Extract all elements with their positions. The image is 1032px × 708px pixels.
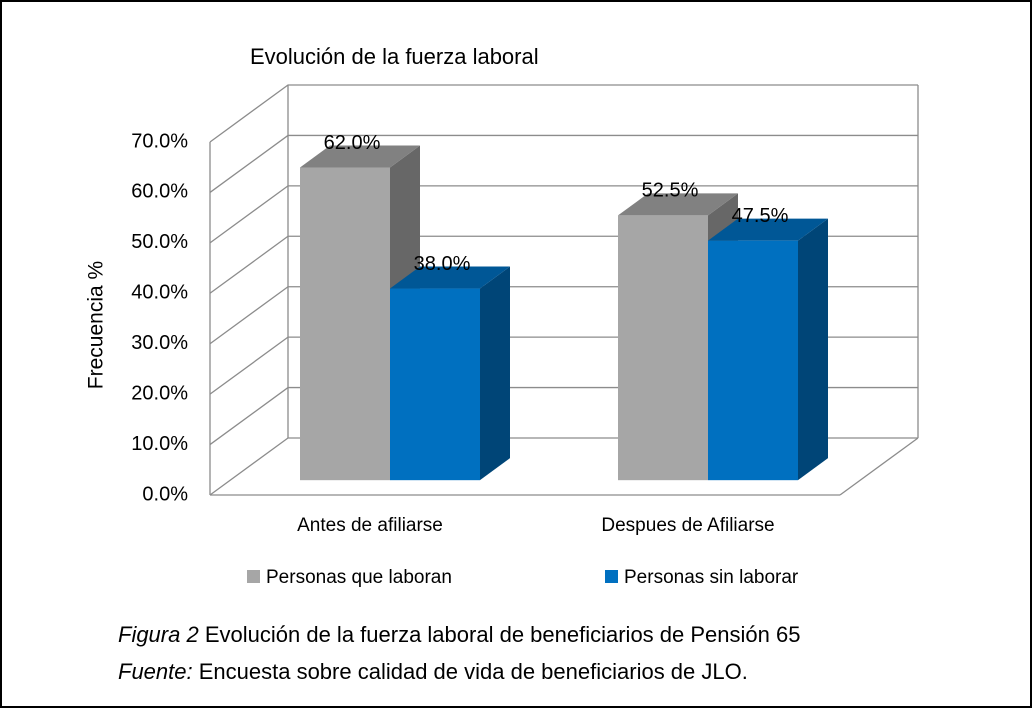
y-tick-label: 30.0%	[131, 332, 188, 354]
value-label: 38.0%	[414, 253, 471, 275]
bar	[300, 167, 390, 481]
bar-top	[300, 145, 420, 168]
y-tick-label: 40.0%	[131, 282, 188, 304]
y-tick-label: 50.0%	[131, 231, 188, 253]
y-tick-label: 20.0%	[131, 382, 188, 404]
y-tick-label: 0.0%	[142, 483, 188, 505]
legend-swatch	[247, 570, 260, 583]
legend-label: Personas que laboran	[266, 567, 452, 588]
caption: Figura 2 Evolución de la fuerza laboral …	[118, 622, 800, 647]
caption-text: Evolución de la fuerza laboral de benefi…	[205, 622, 801, 647]
y-axis-label: Frecuencia %	[85, 261, 108, 389]
bar-top	[708, 218, 828, 241]
source-label: Fuente:	[118, 659, 193, 684]
x-tick-label: Despues de Afiliarse	[601, 515, 774, 536]
bar	[618, 215, 708, 481]
bar-side	[480, 266, 510, 481]
caption-label: Figura 2	[118, 622, 199, 647]
value-label: 52.5%	[642, 180, 699, 202]
bar	[390, 288, 480, 481]
grid-line	[209, 185, 918, 244]
y-tick-label: 60.0%	[131, 181, 188, 203]
grid-line	[209, 134, 918, 193]
x-tick-label: Antes de afiliarse	[297, 515, 443, 536]
y-tick-label: 10.0%	[131, 433, 188, 455]
floor-edge	[839, 437, 919, 496]
value-label: 62.0%	[324, 132, 381, 154]
y-tick-label: 70.0%	[131, 130, 188, 152]
bar-top	[618, 193, 738, 216]
source-text: Encuesta sobre calidad de vida de benefi…	[199, 659, 748, 684]
source: Fuente: Encuesta sobre calidad de vida d…	[118, 659, 748, 684]
bar-side	[798, 218, 828, 481]
legend-label: Personas sin laborar	[624, 567, 799, 588]
legend-swatch	[605, 570, 618, 583]
chart-title: Evolución de la fuerza laboral	[250, 44, 539, 69]
grid-line	[209, 84, 918, 143]
value-label: 47.5%	[732, 205, 789, 227]
bar	[708, 240, 798, 481]
bar-top	[390, 266, 510, 289]
